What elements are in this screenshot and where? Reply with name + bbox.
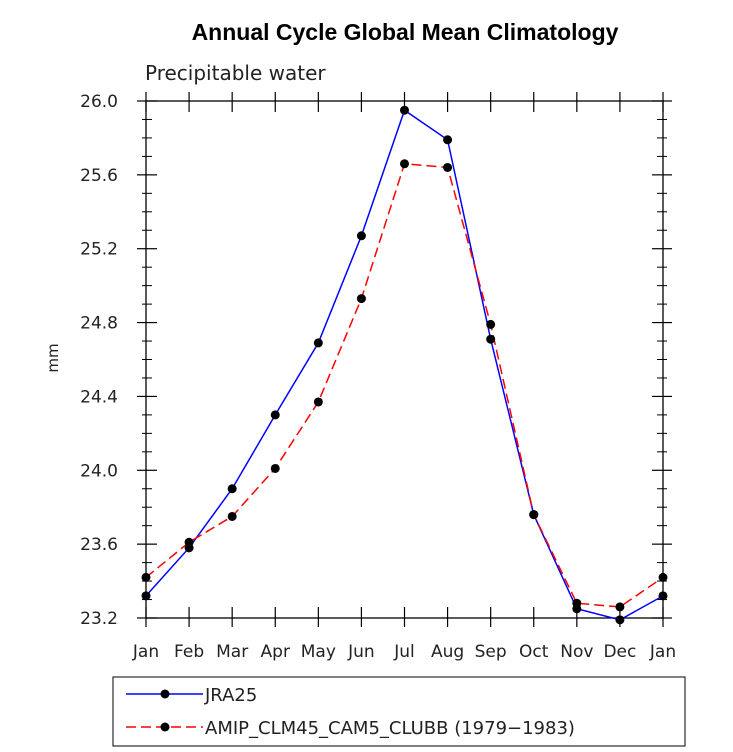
data-point [486, 319, 496, 329]
legend-label: JRA25 [204, 685, 257, 706]
data-point [443, 162, 453, 172]
data-point [400, 159, 409, 169]
data-point [572, 598, 582, 608]
data-point [356, 294, 366, 304]
data-point [313, 338, 323, 348]
axis-tick-labels: Jan Feb Mar Apr May Jun Jul Aug Sep Oct Nov Dec Jan 2… [80, 92, 676, 662]
x-tick-label: Jul [393, 642, 415, 662]
legend-label: AMIP_CLM45_CAM5_CLUBB (1979−1983) [205, 718, 575, 739]
x-tick-label: Jan [132, 642, 159, 662]
axis-ticks [137, 92, 672, 627]
data-point [227, 511, 237, 521]
data-point [658, 572, 668, 582]
series-lines [141, 105, 668, 625]
y-tick-label: 23.2 [80, 609, 118, 629]
x-tick-label: Oct [519, 642, 549, 662]
x-tick-label: Apr [261, 642, 290, 662]
y-tick-label: 24.8 [80, 314, 118, 334]
x-tick-label: Jun [347, 642, 375, 662]
data-point [486, 334, 496, 344]
x-tick-label: Dec [603, 642, 636, 662]
data-point [443, 135, 453, 145]
plot-frame [145, 100, 664, 619]
data-point [400, 105, 409, 115]
y-tick-label: 25.2 [80, 240, 118, 260]
x-tick-label: Sep [475, 642, 507, 662]
data-point [270, 410, 280, 420]
y-tick-label: 26.0 [80, 92, 118, 112]
series-line-1 [145, 109, 664, 621]
data-point [141, 572, 151, 582]
data-point [615, 615, 625, 625]
data-point [529, 510, 539, 520]
data-point [270, 463, 280, 473]
legend: JRA25 AMIP_CLM45_CAM5_CLUBB (1979−1983) [126, 685, 575, 739]
data-point [184, 537, 194, 547]
y-tick-label: 24.4 [80, 387, 118, 407]
y-tick-label: 25.6 [80, 166, 118, 186]
series-line-2 [145, 162, 664, 608]
legend-marker [160, 722, 170, 732]
x-tick-label: Aug [431, 642, 464, 662]
data-point [141, 591, 151, 601]
y-tick-label: 24.0 [80, 461, 118, 481]
legend-marker [160, 689, 170, 699]
y-tick-label: 23.6 [80, 535, 118, 555]
x-tick-label: Mar [216, 642, 248, 662]
chart-title: Annual Cycle Global Mean Climatology [192, 19, 619, 45]
x-tick-label: Jan [649, 642, 676, 662]
x-tick-label: Nov [560, 642, 593, 662]
data-point [313, 397, 323, 407]
data-point [356, 231, 366, 241]
data-point [227, 484, 237, 494]
y-axis-label: mm [44, 343, 62, 372]
x-tick-label: Feb [174, 642, 204, 662]
chart-subtitle: Precipitable water [145, 61, 326, 85]
data-point [658, 591, 668, 601]
data-point [615, 602, 625, 612]
legend-box [112, 676, 686, 747]
x-tick-label: May [301, 642, 336, 662]
